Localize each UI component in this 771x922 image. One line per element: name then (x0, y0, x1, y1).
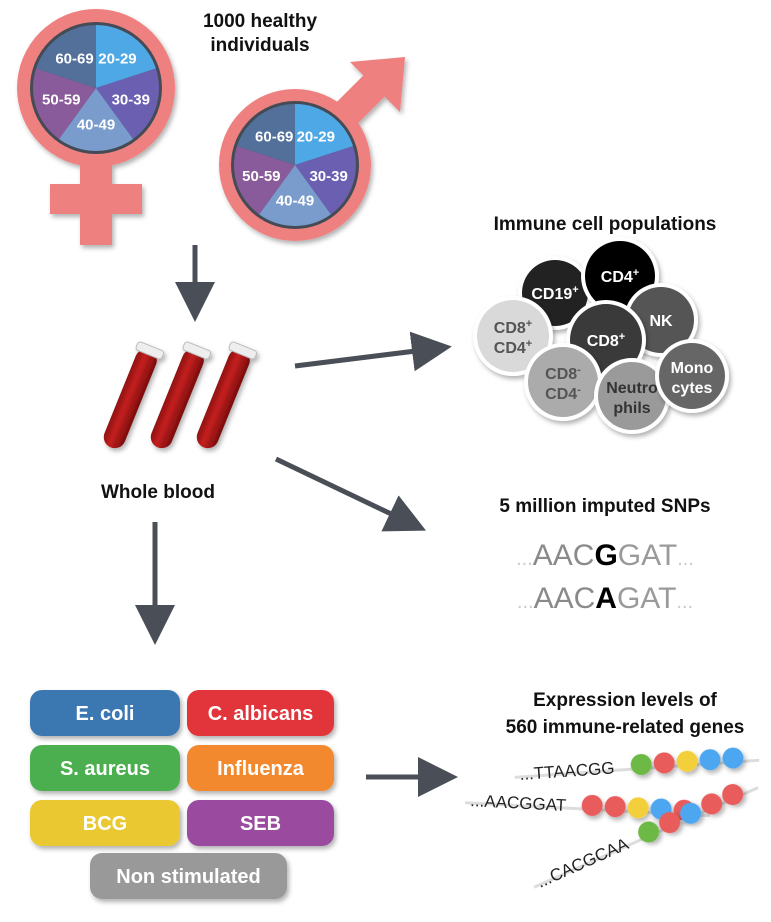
expression-bead (680, 802, 702, 824)
expression-bead (701, 793, 723, 815)
pie-slice (234, 146, 295, 215)
age-label: 50-59 (42, 91, 80, 108)
pie-slice (58, 88, 134, 151)
cell-cd8poscd4pos: CD8+CD4+ (473, 296, 553, 376)
svg-text:CD4-: CD4- (545, 384, 581, 403)
expression-bead (581, 794, 603, 816)
gene-strand: ...TTAACGG (514, 747, 760, 784)
svg-text:CD8+: CD8+ (587, 331, 625, 350)
expression-bead (604, 796, 626, 818)
stimulus-c-albicans: C. albicans (187, 690, 334, 736)
age-label: 40-49 (276, 192, 314, 209)
expression-title-line1: Expression levels of (533, 690, 717, 711)
snps-title: 5 million imputed SNPs (499, 496, 710, 517)
gene-strand: ...CACGCAA (533, 784, 759, 892)
title-line1: 1000 healthy (203, 11, 317, 32)
age-label: 40-49 (77, 117, 115, 134)
svg-text:Neutro: Neutro (606, 380, 658, 397)
stimulus-non-stimulated: Non stimulated (90, 853, 287, 899)
cell-neutrophils: Neutro phils (594, 358, 670, 434)
age-label: 60-69 (55, 50, 93, 67)
svg-text:NK: NK (649, 313, 673, 330)
expression-bead (699, 749, 721, 771)
age-label: 20-29 (297, 128, 335, 145)
svg-text:Mono: Mono (671, 360, 714, 377)
pie-slice (33, 68, 96, 139)
age-label: 30-39 (309, 168, 347, 185)
snp-allele: G (594, 539, 617, 572)
pie-slice (36, 25, 96, 88)
stimulus-bcg: BCG (30, 800, 180, 846)
stimulus-s-aureus: S. aureus (30, 745, 180, 791)
pie-slice (96, 25, 156, 88)
snp-row: ...AACGGAT... (516, 539, 694, 572)
expression-bead (627, 797, 649, 819)
stimuli-panel: E. coli C. albicans S. aureus Influenza BCG S… (30, 690, 334, 899)
pie-slice (295, 104, 354, 165)
male-age-pie: 20-29 30-39 40-49 50-59 60-69 (231, 101, 359, 229)
whole-blood-label: Whole blood (101, 482, 215, 503)
svg-text:cytes: cytes (672, 380, 713, 397)
female-age-pie: 20-29 30-39 40-49 50-59 60-69 (30, 22, 162, 154)
svg-text:CD8+: CD8+ (494, 318, 532, 337)
stimulus-influenza: Influenza (187, 745, 334, 791)
svg-text:phils: phils (613, 400, 650, 417)
svg-text:S. aureus: S. aureus (60, 758, 150, 780)
age-label: 50-59 (242, 168, 280, 185)
svg-text:SEB: SEB (240, 813, 281, 835)
pie-slice (259, 165, 331, 226)
arrows (135, 245, 458, 797)
expression-title-line2: 560 immune-related genes (506, 717, 745, 738)
stimulus-e-coli: E. coli (30, 690, 180, 736)
svg-text:...TTAACGG: ...TTAACGG (519, 758, 615, 784)
snp-allele: A (595, 582, 617, 615)
age-label: 60-69 (255, 128, 293, 145)
expression-bead (659, 812, 681, 834)
svg-text:E. coli: E. coli (76, 703, 135, 725)
expression-bead (676, 750, 698, 772)
cell-cd8negcd4neg: CD8-CD4- (524, 343, 602, 421)
svg-text:CD19+: CD19+ (531, 284, 578, 303)
arrow-to-cells (294, 331, 452, 372)
svg-text:...AACGGAT: ...AACGGAT (470, 791, 567, 815)
svg-text:Non stimulated: Non stimulated (116, 866, 260, 888)
snp-sequences: ...AACGGAT... ...AACAGAT... (516, 539, 694, 615)
svg-text:Influenza: Influenza (217, 758, 305, 780)
expression-bead (722, 747, 744, 769)
age-label: 20-29 (98, 50, 136, 67)
snp-row: ...AACAGAT... (517, 582, 693, 615)
immune-title: Immune cell populations (494, 214, 717, 235)
pie-slice (96, 68, 159, 139)
pie-slice (295, 146, 356, 215)
expression-bead (638, 821, 660, 843)
gene-strands: ...TTAACGG ...AACGGAT ...CACGCAA (465, 747, 760, 892)
expression-bead (653, 752, 675, 774)
blood-tubes-icon (103, 341, 258, 449)
svg-text:C. albicans: C. albicans (208, 703, 314, 725)
svg-text:BCG: BCG (83, 813, 127, 835)
pie-slice (236, 103, 295, 165)
arrow-to-snps (274, 456, 427, 532)
expression-bead (630, 754, 652, 776)
svg-text:CD8-: CD8- (545, 364, 581, 383)
age-label: 30-39 (112, 91, 150, 108)
svg-text:CD4+: CD4+ (601, 267, 639, 286)
title-line2: individuals (210, 35, 309, 56)
expression-bead (722, 784, 744, 806)
cell-monocytes: Mono cytes (655, 339, 729, 413)
stimulus-seb: SEB (187, 800, 334, 846)
svg-text:...CACGCAA: ...CACGCAA (534, 834, 632, 892)
svg-text:CD4+: CD4+ (494, 338, 532, 357)
